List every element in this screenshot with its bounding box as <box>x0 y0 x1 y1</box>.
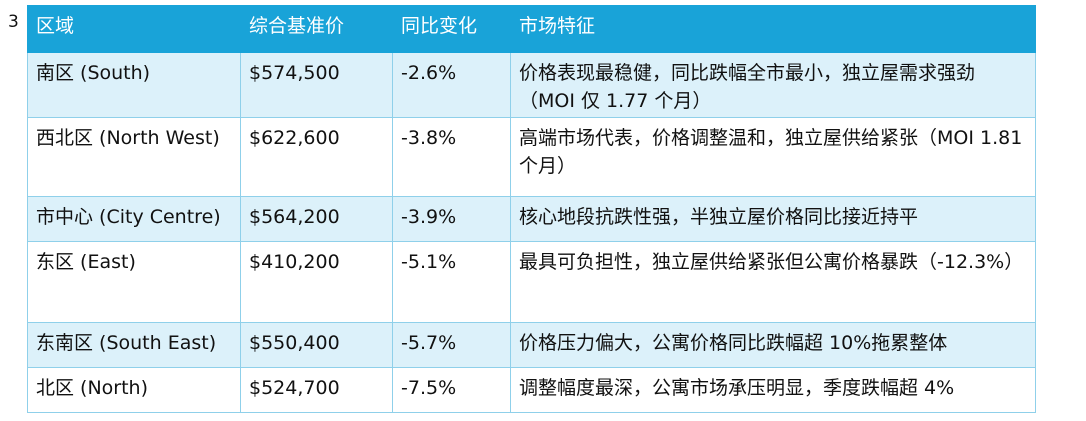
feature-cell: 核心地段抗跌性强，半独立屋价格同比接近持平 <box>510 196 1036 242</box>
change-cell: -3.8% <box>392 117 511 197</box>
region-cell: 市中心 (City Centre) <box>27 196 241 242</box>
table-header-row: 区域 综合基准价 同比变化 市场特征 <box>27 5 1036 53</box>
change-cell: -2.6% <box>392 52 511 118</box>
page-marker: 3 <box>8 12 19 32</box>
price-cell: $524,700 <box>240 367 393 413</box>
header-benchmark-price: 综合基准价 <box>240 5 393 53</box>
feature-cell: 调整幅度最深，公寓市场承压明显，季度跌幅超 4% <box>510 367 1036 413</box>
regional-price-table: 区域 综合基准价 同比变化 市场特征 南区 (South) $574,500 -… <box>27 5 1036 413</box>
table-row: 市中心 (City Centre) $564,200 -3.9% 核心地段抗跌性… <box>27 196 1036 242</box>
region-cell: 东区 (East) <box>27 241 241 323</box>
feature-cell: 高端市场代表，价格调整温和，独立屋供给紧张（MOI 1.81 个月） <box>510 117 1036 197</box>
table-row: 东区 (East) $410,200 -5.1% 最具可负担性，独立屋供给紧张但… <box>27 241 1036 323</box>
region-cell: 东南区 (South East) <box>27 322 241 368</box>
table-row: 南区 (South) $574,500 -2.6% 价格表现最稳健，同比跌幅全市… <box>27 52 1036 118</box>
feature-cell: 价格压力偏大，公寓价格同比跌幅超 10%拖累整体 <box>510 322 1036 368</box>
feature-cell: 最具可负担性，独立屋供给紧张但公寓价格暴跌（-12.3%） <box>510 241 1036 323</box>
region-cell: 南区 (South) <box>27 52 241 118</box>
change-cell: -3.9% <box>392 196 511 242</box>
price-cell: $410,200 <box>240 241 393 323</box>
region-cell: 西北区 (North West) <box>27 117 241 197</box>
price-cell: $574,500 <box>240 52 393 118</box>
table-row: 北区 (North) $524,700 -7.5% 调整幅度最深，公寓市场承压明… <box>27 367 1036 413</box>
region-cell: 北区 (North) <box>27 367 241 413</box>
change-cell: -7.5% <box>392 367 511 413</box>
price-cell: $564,200 <box>240 196 393 242</box>
feature-cell: 价格表现最稳健，同比跌幅全市最小，独立屋需求强劲（MOI 仅 1.77 个月） <box>510 52 1036 118</box>
price-cell: $550,400 <box>240 322 393 368</box>
change-cell: -5.1% <box>392 241 511 323</box>
change-cell: -5.7% <box>392 322 511 368</box>
table-row: 西北区 (North West) $622,600 -3.8% 高端市场代表，价… <box>27 117 1036 197</box>
header-market-feature: 市场特征 <box>510 5 1036 53</box>
table-row: 东南区 (South East) $550,400 -5.7% 价格压力偏大，公… <box>27 322 1036 368</box>
price-cell: $622,600 <box>240 117 393 197</box>
header-yoy-change: 同比变化 <box>392 5 511 53</box>
header-region: 区域 <box>27 5 241 53</box>
